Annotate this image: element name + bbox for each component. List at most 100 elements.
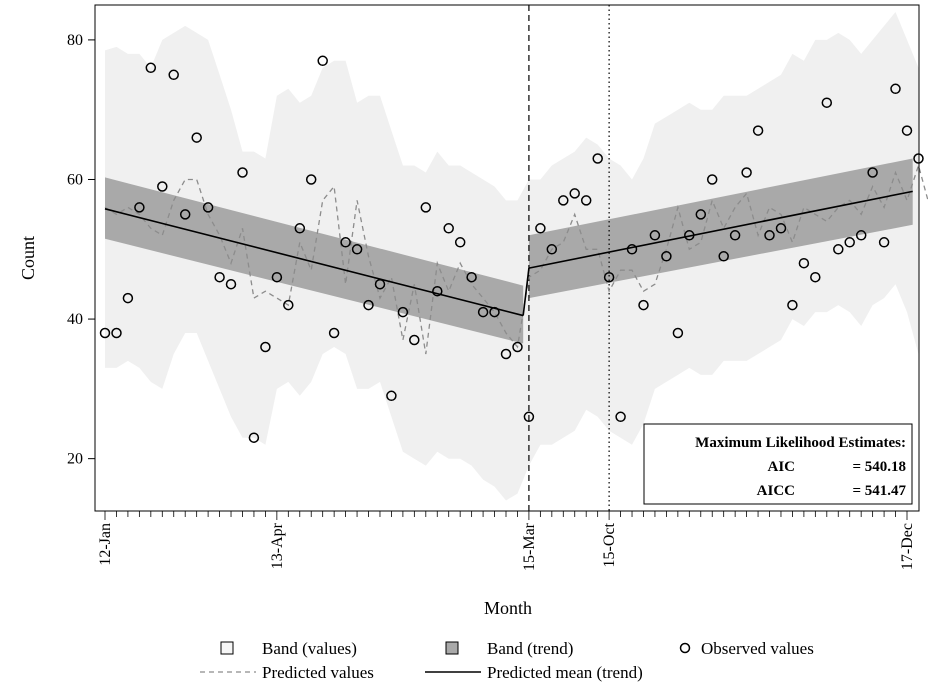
legend-swatch-band-trend — [445, 641, 459, 655]
observed-point — [202, 202, 214, 213]
trend-line-layer — [104, 190, 913, 317]
observed-point — [248, 432, 260, 443]
observed-point — [157, 181, 168, 192]
observed-point — [294, 223, 306, 234]
observed-point — [283, 299, 294, 311]
fit-statistic-aic-label: AIC — [767, 459, 795, 475]
trend-line-segment-1 — [104, 208, 524, 317]
observed-point — [179, 209, 191, 220]
trend-band-segment-2 — [528, 158, 913, 299]
observed-point — [787, 299, 798, 311]
observed-point — [500, 348, 512, 360]
legend-label-predicted: Predicted values — [262, 663, 374, 682]
observed-point — [752, 125, 764, 136]
observed-point — [443, 223, 454, 234]
x-axis-title: Month — [484, 598, 532, 618]
observed-point — [878, 237, 890, 248]
fit-statistic-aicc-label: AICC — [757, 483, 795, 499]
legend-label-observed: Observed values — [701, 639, 814, 658]
observed-point — [810, 271, 821, 283]
observed-point — [546, 244, 558, 255]
observed-point — [775, 223, 787, 234]
observed-point — [260, 341, 271, 353]
observed-point — [672, 327, 684, 339]
observed-point — [99, 327, 111, 339]
observed-point — [615, 411, 626, 423]
observed-point — [649, 230, 661, 241]
observed-point — [454, 237, 466, 248]
values-band-layer — [105, 12, 919, 501]
observed-point — [729, 230, 741, 241]
observed-point — [305, 174, 317, 185]
observed-point — [764, 230, 775, 241]
observed-points-layer — [99, 55, 924, 443]
observed-point — [466, 271, 477, 283]
trend-band-layer — [105, 158, 913, 344]
observed-point — [901, 125, 913, 136]
observed-point — [592, 153, 603, 164]
observed-point — [237, 167, 248, 178]
observed-point — [580, 195, 592, 206]
observed-point — [111, 327, 122, 339]
observed-point — [317, 55, 328, 67]
observed-point — [351, 244, 363, 255]
observed-point — [409, 334, 420, 346]
plot-frame — [94, 4, 920, 512]
legend-marker-observed — [679, 642, 691, 654]
observed-point — [706, 174, 718, 185]
observed-point — [833, 244, 844, 255]
legend: Band (values) Band (trend) Observed valu… — [200, 639, 814, 682]
trend-band-segment-1 — [105, 177, 524, 344]
observed-point — [432, 285, 443, 297]
observed-point — [821, 97, 833, 108]
observed-point — [340, 237, 351, 248]
fit-statistic-aic-value: = 540.18 — [852, 459, 906, 475]
observed-point — [363, 299, 374, 311]
x-tick-label: 15-Oct — [601, 522, 618, 567]
observed-point — [626, 244, 638, 255]
observed-point — [374, 278, 386, 290]
trend-line-break — [522, 268, 530, 316]
observed-point — [214, 271, 225, 283]
x-tick-label: 12-Jan — [97, 523, 114, 566]
legend-label-band-values: Band (values) — [262, 639, 357, 658]
observed-point — [661, 251, 672, 262]
x-tick-label: 13-Apr — [269, 522, 286, 569]
observed-point — [122, 292, 134, 304]
legend-label-band-trend: Band (trend) — [487, 639, 573, 658]
y-axis: 20 40 60 80 — [67, 32, 95, 468]
observed-point — [523, 411, 535, 423]
observed-point — [386, 390, 397, 402]
observed-point — [225, 278, 237, 290]
x-tick-label: 17-Dec — [899, 523, 916, 570]
observed-point — [328, 327, 340, 339]
y-tick-label: 40 — [67, 311, 83, 328]
fit-statistics-box: Maximum Likelihood Estimates: AIC = 540.… — [643, 423, 913, 505]
legend-swatch-band-values — [220, 641, 234, 655]
predicted-line-layer — [104, 163, 928, 355]
observed-point — [477, 306, 489, 318]
reference-lines — [528, 5, 610, 511]
observed-point — [512, 341, 523, 353]
fit-statistics-frame — [643, 423, 913, 505]
observed-point — [420, 202, 432, 213]
observed-point — [603, 271, 615, 283]
observed-point — [134, 202, 145, 213]
fit-statistics-title: Maximum Likelihood Estimates: — [695, 435, 906, 451]
predicted-values-line — [104, 163, 928, 355]
observed-point — [718, 251, 729, 262]
y-tick-label: 20 — [67, 451, 83, 468]
observed-point — [867, 167, 878, 178]
observed-point — [569, 188, 580, 199]
observed-point — [558, 195, 569, 206]
y-tick-label: 60 — [67, 171, 83, 188]
values-band — [105, 12, 919, 501]
observed-point — [397, 306, 409, 318]
legend-label-trend: Predicted mean (trend) — [487, 663, 643, 682]
observed-point — [271, 271, 283, 283]
y-axis-title: Count — [18, 236, 38, 280]
observed-point — [695, 209, 707, 220]
observed-point — [168, 69, 179, 81]
x-axis: 12-Jan 13-Apr 15-Mar 15-Oct 17-Dec — [97, 511, 916, 571]
observed-point — [855, 230, 867, 241]
